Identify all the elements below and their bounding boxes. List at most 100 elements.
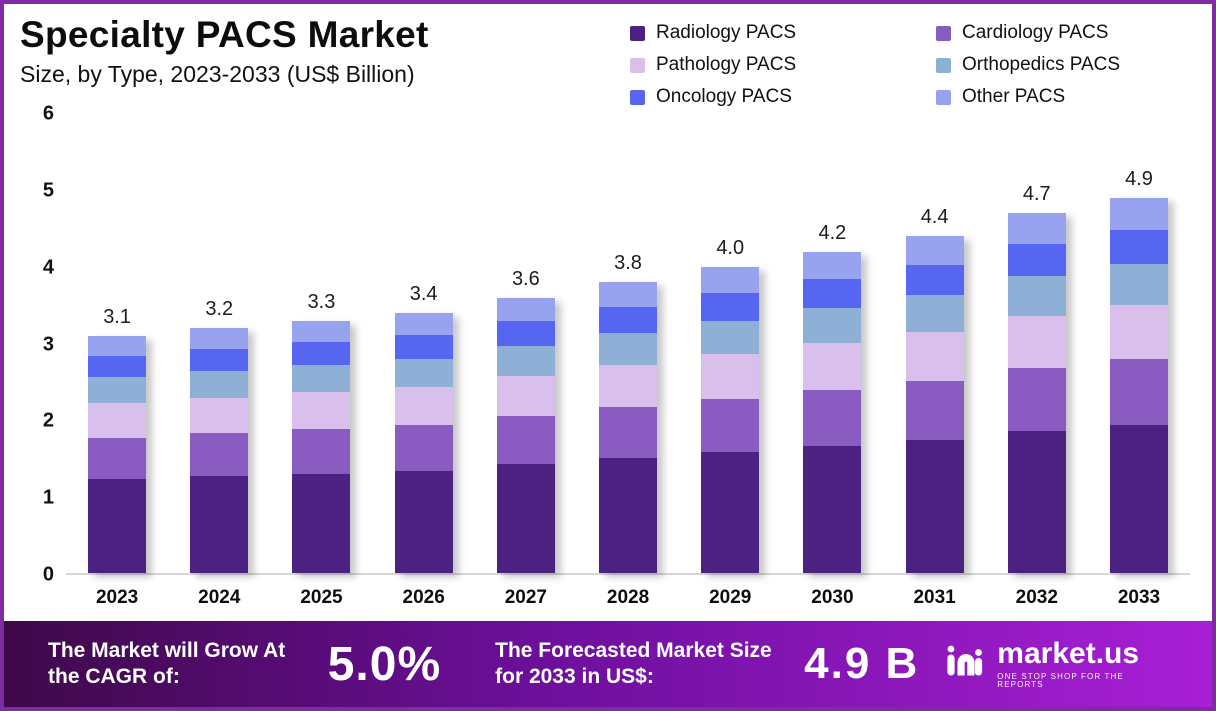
- bar-segment: [88, 355, 147, 378]
- bar-segment: [292, 341, 351, 365]
- bar-segment: [292, 429, 351, 474]
- bar-total-label: 4.9: [1125, 168, 1153, 191]
- market-us-logo: market.us One Stop Shop For The Reports: [943, 638, 1168, 689]
- x-axis: 2023 2024 2025 2026 2027 2028 2029 2030 2031 2032…: [66, 575, 1190, 621]
- bar-stack: [496, 297, 555, 573]
- bar-segment: [1007, 276, 1066, 316]
- bar-segment: [1109, 230, 1168, 264]
- bar-segment: [599, 306, 658, 333]
- bar-total-label: 4.0: [716, 237, 745, 260]
- bar-stack: [803, 251, 862, 573]
- y-tick-label: 1: [42, 486, 54, 509]
- bar-segment: [88, 335, 147, 356]
- bar-segment: [394, 312, 453, 336]
- x-axis-label: 2023: [95, 587, 139, 608]
- bar-stack: [701, 267, 760, 573]
- y-tick-label: 0: [42, 563, 54, 586]
- bar-segment: [292, 473, 351, 573]
- page-title: Specialty PACS Market: [20, 14, 429, 55]
- legend: Radiology PACS Cardiology PACS Pathology P…: [630, 22, 1186, 108]
- bar-column: 3.3: [270, 114, 372, 573]
- legend-swatch-icon: [630, 57, 645, 73]
- legend-item: Cardiology PACS: [936, 22, 1186, 44]
- legend-item: Radiology PACS: [630, 22, 880, 44]
- bar-segment: [190, 328, 249, 349]
- bar-segment: [292, 364, 351, 393]
- bar-segment: [803, 343, 862, 390]
- x-axis-label: 2031: [913, 587, 956, 608]
- bar-column: 4.7: [986, 114, 1088, 573]
- bar-segment: [1109, 198, 1168, 231]
- bar-segment: [905, 295, 964, 333]
- legend-label: Orthopedics PACS: [962, 54, 1121, 75]
- brand-name: market.us: [997, 637, 1140, 671]
- bar-total-label: 3.1: [103, 305, 131, 328]
- plot-area: 3.1 3.2 3.3 3.4 3.6 3.8 4.0 4.2 4.4 4.7 4.9: [66, 114, 1190, 575]
- bar-stack: [1109, 198, 1168, 573]
- x-axis-label: 2030: [811, 587, 854, 608]
- y-tick-label: 2: [42, 409, 54, 432]
- bar-segment: [394, 470, 453, 573]
- legend-item: Pathology PACS: [630, 54, 880, 76]
- bar-segment: [701, 267, 760, 294]
- bar-segment: [190, 398, 249, 434]
- footer-banner: The Market will Grow At the CAGR of: 5.0…: [4, 621, 1212, 707]
- brand-text: market.us One Stop Shop For The Reports: [997, 638, 1168, 689]
- forecast-value: 4.9 B: [804, 639, 920, 688]
- market-us-logo-icon: [943, 644, 985, 685]
- x-axis-label: 2026: [402, 587, 445, 608]
- cagr-label: The Market will Grow At the CAGR of:: [48, 638, 286, 688]
- bar-segment: [496, 416, 555, 465]
- bar-segment: [905, 332, 964, 381]
- bar-stack: [599, 282, 658, 574]
- bar-segment: [88, 479, 147, 573]
- y-tick-label: 4: [42, 256, 54, 279]
- legend-swatch-icon: [936, 57, 951, 73]
- header-titles: Specialty PACS Market Size, by Type, 202…: [20, 14, 429, 108]
- y-tick-label: 3: [42, 333, 54, 355]
- bar-column: 3.8: [577, 114, 679, 574]
- legend-swatch-icon: [630, 25, 645, 41]
- bar-segment: [496, 321, 555, 346]
- legend-item: Oncology PACS: [630, 86, 880, 108]
- bar-segment: [803, 446, 862, 573]
- bar-total-label: 4.4: [920, 206, 949, 229]
- chart-area: 0 1 2 3 4 5 6 3.1 3.2 3.3 3.4 3.6 3.8 4.0 4.2 4.4 4.7 4.…: [4, 103, 1212, 621]
- x-axis-label: 2029: [709, 587, 752, 608]
- bar-segment: [599, 407, 658, 459]
- header: Specialty PACS Market Size, by Type, 202…: [4, 4, 1212, 108]
- bar-total-label: 3.6: [511, 267, 540, 290]
- plot-and-x-axis: 3.1 3.2 3.3 3.4 3.6 3.8 4.0 4.2 4.4 4.7 4.9 2023 20…: [66, 114, 1190, 621]
- bar-segment: [599, 282, 658, 307]
- legend-item: Other PACS: [936, 86, 1186, 108]
- bar-total-label: 3.2: [205, 298, 234, 321]
- legend-swatch-icon: [936, 25, 951, 41]
- bar-column: 4.0: [679, 114, 781, 573]
- brand-tagline: One Stop Shop For The Reports: [997, 671, 1124, 690]
- bar-segment: [1007, 367, 1066, 431]
- bar-segment: [905, 439, 964, 573]
- legend-label: Pathology PACS: [656, 54, 797, 75]
- bar-stack: [190, 328, 249, 573]
- bar-segment: [496, 297, 555, 322]
- bar-stack: [292, 320, 351, 573]
- bar-segment: [1109, 263, 1168, 306]
- bar-segment: [701, 354, 760, 399]
- bar-total-label: 3.3: [307, 290, 336, 313]
- x-axis-label: 2028: [606, 587, 650, 608]
- y-tick-label: 6: [42, 102, 54, 125]
- cagr-value: 5.0%: [327, 637, 442, 691]
- bar-segment: [88, 403, 147, 438]
- y-tick-label: 5: [42, 179, 54, 202]
- bar-segment: [394, 358, 453, 388]
- bar-segment: [803, 251, 862, 280]
- legend-label: Other PACS: [962, 86, 1066, 107]
- bar-segment: [1007, 430, 1066, 573]
- bar-stack: [1007, 213, 1066, 573]
- bar-stack: [88, 335, 147, 573]
- bar-segment: [803, 279, 862, 309]
- bar-segment: [88, 377, 147, 404]
- bar-segment: [292, 320, 351, 342]
- bar-column: 4.9: [1088, 114, 1190, 573]
